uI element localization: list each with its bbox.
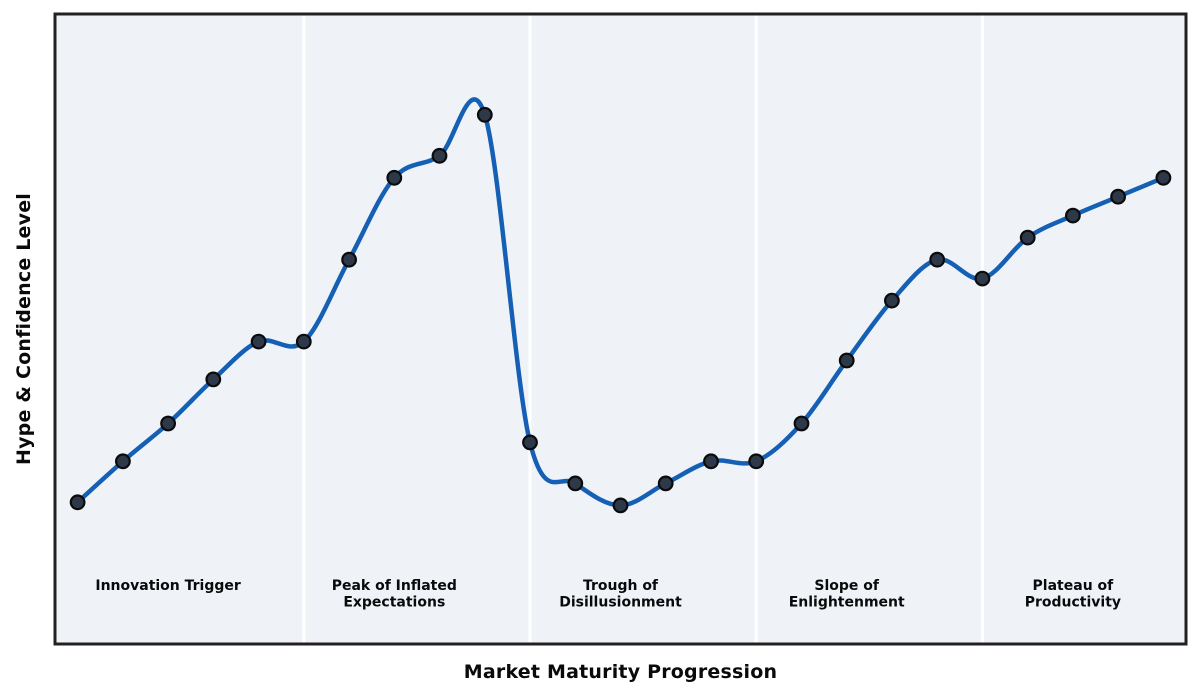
phase-dividers — [302, 15, 984, 643]
plot-frame-rect — [53, 12, 1188, 646]
curve-point — [69, 494, 86, 511]
plot-bg-rect — [55, 14, 1186, 644]
curve-point — [612, 497, 629, 514]
curve-point — [884, 292, 900, 309]
curve-point — [838, 352, 855, 369]
phase-label: Slope of Enlightenment — [789, 578, 905, 611]
phase-label: Innovation Trigger — [95, 578, 241, 594]
phase-label: Trough of Disillusionment — [559, 578, 682, 611]
y-axis-label: Hype & Confidence Level — [13, 192, 35, 466]
curve-point — [386, 169, 403, 186]
curve-point — [114, 453, 131, 470]
phase-label: Peak of Inflated Expectations — [332, 578, 457, 611]
curve-point — [929, 251, 946, 268]
plot-background — [55, 14, 1186, 644]
plot-frame — [53, 12, 1188, 646]
curve-point — [657, 475, 674, 492]
curve-point — [1110, 188, 1126, 205]
curve-point — [250, 333, 267, 350]
curve-point — [1019, 229, 1036, 246]
curve-point — [1155, 169, 1172, 186]
curve-point — [160, 415, 177, 432]
curve-point — [295, 333, 312, 350]
curve-point — [567, 475, 584, 492]
x-axis-label: Market Maturity Progression — [463, 661, 778, 683]
phase-label: Plateau of Productivity — [1025, 578, 1121, 611]
curve-point — [748, 453, 765, 470]
curve-point — [1064, 207, 1081, 224]
curve-point — [476, 106, 493, 123]
curve-point — [341, 251, 358, 268]
curve-point — [703, 453, 719, 470]
curve-point — [793, 415, 810, 432]
data-points — [69, 106, 1172, 514]
phase-labels: Innovation Trigger Peak of Inflated Expect… — [95, 578, 1121, 611]
curve-point — [522, 434, 538, 451]
curve-point — [974, 270, 991, 287]
curve-point — [431, 147, 448, 164]
curve-point — [205, 371, 222, 388]
